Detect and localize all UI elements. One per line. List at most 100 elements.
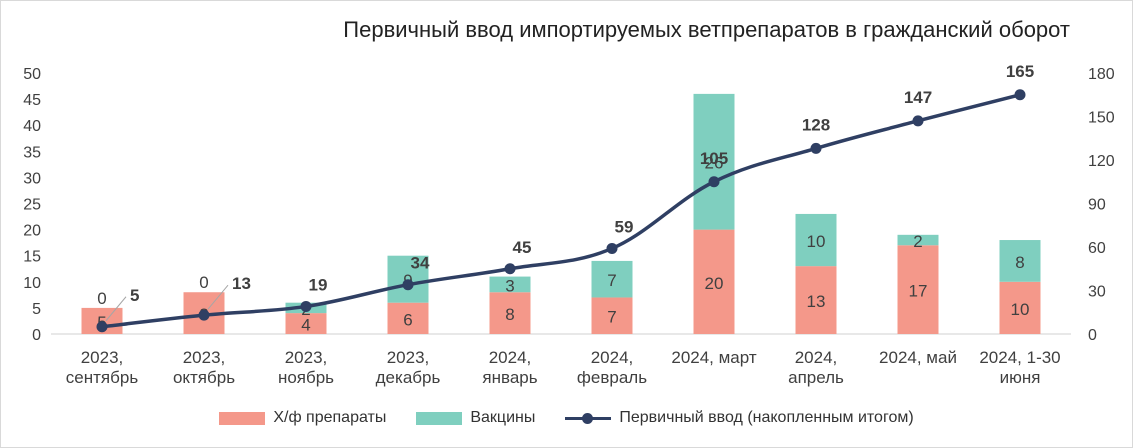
y-left-tick-label: 35 [23, 144, 41, 161]
data-label-vaccines: 0 [97, 289, 106, 308]
legend-swatch-vaccines [416, 411, 463, 425]
bar-chemicals [285, 313, 327, 334]
y-left-tick-label: 0 [32, 327, 41, 344]
cumulative-line [101, 93, 1021, 329]
legend-swatch-cumulative [565, 412, 612, 425]
bar-vaccines [387, 255, 429, 303]
y-left-tick-label: 25 [23, 197, 41, 214]
bar-chemicals [387, 302, 429, 334]
cumulative-point [606, 242, 618, 254]
legend-item-cumulative: Первичный ввод (накопленным итогом) [565, 409, 914, 427]
data-label-vaccines: 10 [807, 232, 826, 251]
data-label-cumulative: 19 [309, 275, 328, 294]
y-right-tick-label: 180 [1088, 66, 1115, 83]
legend-item-chemicals: Х/ф препараты [219, 409, 386, 427]
x-tick-label: июня [1000, 368, 1041, 387]
data-label-chemicals: 13 [807, 292, 826, 311]
y-left-tick-label: 20 [23, 223, 41, 240]
bar-chemicals [693, 229, 735, 334]
x-tick-label: 2023, [183, 348, 226, 367]
x-tick-label: 2024, май [879, 348, 957, 367]
data-label-cumulative: 147 [904, 88, 932, 107]
data-label-vaccines: 3 [505, 276, 514, 295]
data-label-chemicals: 20 [705, 274, 724, 293]
x-tick-label: 2024, 1-30 [979, 348, 1060, 367]
y-right-tick-label: 0 [1088, 327, 1097, 344]
data-label-cumulative: 59 [615, 217, 634, 236]
x-tick-label: октябрь [173, 368, 235, 387]
y-right-tick-label: 90 [1088, 197, 1106, 214]
legend-item-vaccines: Вакцины [416, 409, 535, 427]
legend-swatch-chemicals [219, 411, 266, 425]
x-tick-label: 2024, [489, 348, 532, 367]
data-label-chemicals: 7 [607, 308, 616, 327]
x-tick-label: 2024, [795, 348, 838, 367]
y-left-tick-label: 50 [23, 66, 41, 83]
data-label-vaccines: 26 [705, 154, 724, 173]
cumulative-point [300, 300, 312, 312]
x-tick-label: 2024, март [671, 348, 756, 367]
bar-vaccines [489, 276, 531, 293]
data-label-leader [105, 296, 127, 322]
data-label-cumulative: 165 [1006, 62, 1034, 81]
y-right-tick-label: 30 [1088, 284, 1106, 301]
bar-chemicals [999, 281, 1041, 334]
y-left-tick-label: 5 [32, 301, 41, 318]
cumulative-point [96, 321, 108, 333]
bar-vaccines [999, 240, 1041, 282]
data-label-vaccines: 2 [913, 232, 922, 251]
cumulative-point [912, 115, 924, 127]
legend-label-chemicals: Х/ф препараты [273, 409, 387, 426]
x-tick-label: 2023, [81, 348, 124, 367]
data-label-cumulative: 128 [802, 115, 830, 134]
x-tick-label: ноябрь [278, 368, 334, 387]
data-label-chemicals: 17 [909, 282, 928, 301]
x-tick-label: 2024, [591, 348, 634, 367]
x-tick-label: апрель [788, 368, 844, 387]
bar-chemicals [897, 245, 939, 334]
y-left-tick-label: 30 [23, 170, 41, 187]
data-label-chemicals: 8 [505, 305, 514, 324]
y-left-tick-label: 45 [23, 92, 41, 109]
data-label-chemicals: 10 [1011, 300, 1030, 319]
cumulative-point [708, 176, 720, 188]
chart-title: Первичный ввод импортируемых ветпрепарат… [343, 17, 1070, 42]
cumulative-point [198, 309, 210, 321]
x-tick-label: 2023, [285, 348, 328, 367]
data-label-vaccines: 7 [607, 271, 616, 290]
x-tick-label: февраль [577, 368, 647, 387]
y-left-tick-label: 15 [23, 249, 41, 266]
bar-chemicals [591, 297, 633, 334]
bar-chemicals [795, 266, 837, 334]
data-label-vaccines: 8 [1015, 253, 1024, 272]
bar-vaccines [897, 234, 939, 246]
data-label-chemicals: 4 [301, 316, 310, 335]
x-tick-label: сентябрь [66, 368, 139, 387]
legend-label-vaccines: Вакцины [470, 409, 536, 426]
x-tick-label: декабрь [376, 368, 441, 387]
data-label-cumulative: 105 [700, 149, 728, 168]
chart-legend: Х/ф препараты Вакцины Первичный ввод (на… [1, 409, 1132, 427]
y-right-tick-label: 150 [1088, 110, 1115, 127]
data-label-leader [207, 284, 229, 310]
data-label-chemicals: 6 [403, 310, 412, 329]
y-left-tick-label: 10 [23, 275, 41, 292]
legend-label-cumulative: Первичный ввод (накопленным итогом) [619, 409, 914, 426]
y-left-tick-label: 40 [23, 118, 41, 135]
cumulative-point [1014, 89, 1026, 101]
bar-vaccines [693, 93, 735, 230]
x-tick-label: январь [482, 368, 537, 387]
cumulative-point [504, 263, 516, 275]
cumulative-point [402, 279, 414, 291]
bar-chemicals [489, 292, 531, 334]
data-label-cumulative: 5 [130, 286, 139, 305]
y-right-tick-label: 120 [1088, 153, 1115, 170]
y-right-tick-label: 60 [1088, 240, 1106, 257]
data-label-cumulative: 13 [232, 274, 251, 293]
bar-vaccines [591, 260, 633, 298]
data-label-vaccines: 0 [199, 273, 208, 292]
bar-vaccines [795, 213, 837, 267]
data-label-cumulative: 34 [411, 254, 430, 273]
